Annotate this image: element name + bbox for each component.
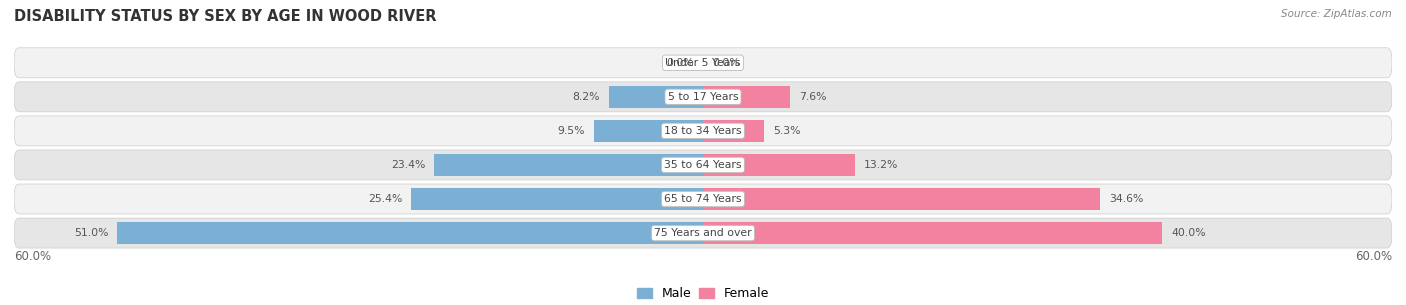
- Text: 8.2%: 8.2%: [572, 92, 599, 102]
- FancyBboxPatch shape: [14, 184, 1392, 214]
- Text: DISABILITY STATUS BY SEX BY AGE IN WOOD RIVER: DISABILITY STATUS BY SEX BY AGE IN WOOD …: [14, 9, 436, 24]
- Bar: [703, 188, 1101, 210]
- Text: 60.0%: 60.0%: [1355, 250, 1392, 263]
- Bar: [412, 188, 703, 210]
- Text: 5.3%: 5.3%: [773, 126, 800, 136]
- Text: 0.0%: 0.0%: [713, 58, 740, 68]
- Text: 23.4%: 23.4%: [391, 160, 425, 170]
- Text: 13.2%: 13.2%: [863, 160, 898, 170]
- Text: 18 to 34 Years: 18 to 34 Years: [664, 126, 742, 136]
- Text: 9.5%: 9.5%: [557, 126, 585, 136]
- Legend: Male, Female: Male, Female: [631, 282, 775, 305]
- Text: 75 Years and over: 75 Years and over: [654, 228, 752, 238]
- Bar: [703, 86, 790, 108]
- Bar: [703, 222, 1163, 244]
- FancyBboxPatch shape: [14, 116, 1392, 146]
- Bar: [117, 222, 703, 244]
- Text: 25.4%: 25.4%: [368, 194, 402, 204]
- Bar: [703, 154, 855, 176]
- FancyBboxPatch shape: [14, 48, 1392, 78]
- Text: 5 to 17 Years: 5 to 17 Years: [668, 92, 738, 102]
- Text: 35 to 64 Years: 35 to 64 Years: [664, 160, 742, 170]
- FancyBboxPatch shape: [14, 82, 1392, 112]
- Text: 40.0%: 40.0%: [1171, 228, 1206, 238]
- FancyBboxPatch shape: [14, 218, 1392, 248]
- Text: Source: ZipAtlas.com: Source: ZipAtlas.com: [1281, 9, 1392, 19]
- Text: 60.0%: 60.0%: [14, 250, 51, 263]
- Bar: [593, 120, 703, 142]
- Text: Under 5 Years: Under 5 Years: [665, 58, 741, 68]
- Bar: [434, 154, 703, 176]
- Text: 0.0%: 0.0%: [666, 58, 693, 68]
- FancyBboxPatch shape: [14, 150, 1392, 180]
- Text: 65 to 74 Years: 65 to 74 Years: [664, 194, 742, 204]
- Text: 34.6%: 34.6%: [1109, 194, 1144, 204]
- Bar: [703, 120, 763, 142]
- Text: 7.6%: 7.6%: [800, 92, 827, 102]
- Bar: [609, 86, 703, 108]
- Text: 51.0%: 51.0%: [73, 228, 108, 238]
